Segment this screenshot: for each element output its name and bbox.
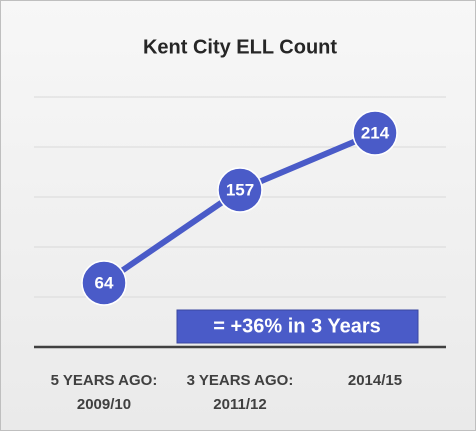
data-label: 64 <box>95 273 114 292</box>
annotation-box <box>176 309 419 344</box>
chart-title: Kent City ELL Count <box>143 36 337 58</box>
marker <box>352 110 398 156</box>
x-tick-label: 2011/12 <box>213 396 266 413</box>
data-label: 214 <box>361 123 390 142</box>
marker <box>81 260 127 306</box>
data-label: 157 <box>226 180 254 199</box>
x-tick-label: 2009/10 <box>77 396 131 413</box>
marker <box>217 167 263 213</box>
x-tick-label: 3 YEARS AGO: <box>187 372 294 389</box>
annotation: = +36% in 3 Years <box>213 315 381 337</box>
x-tick-label: 2014/15 <box>348 372 402 389</box>
x-tick-label: 5 YEARS AGO: <box>51 372 158 389</box>
